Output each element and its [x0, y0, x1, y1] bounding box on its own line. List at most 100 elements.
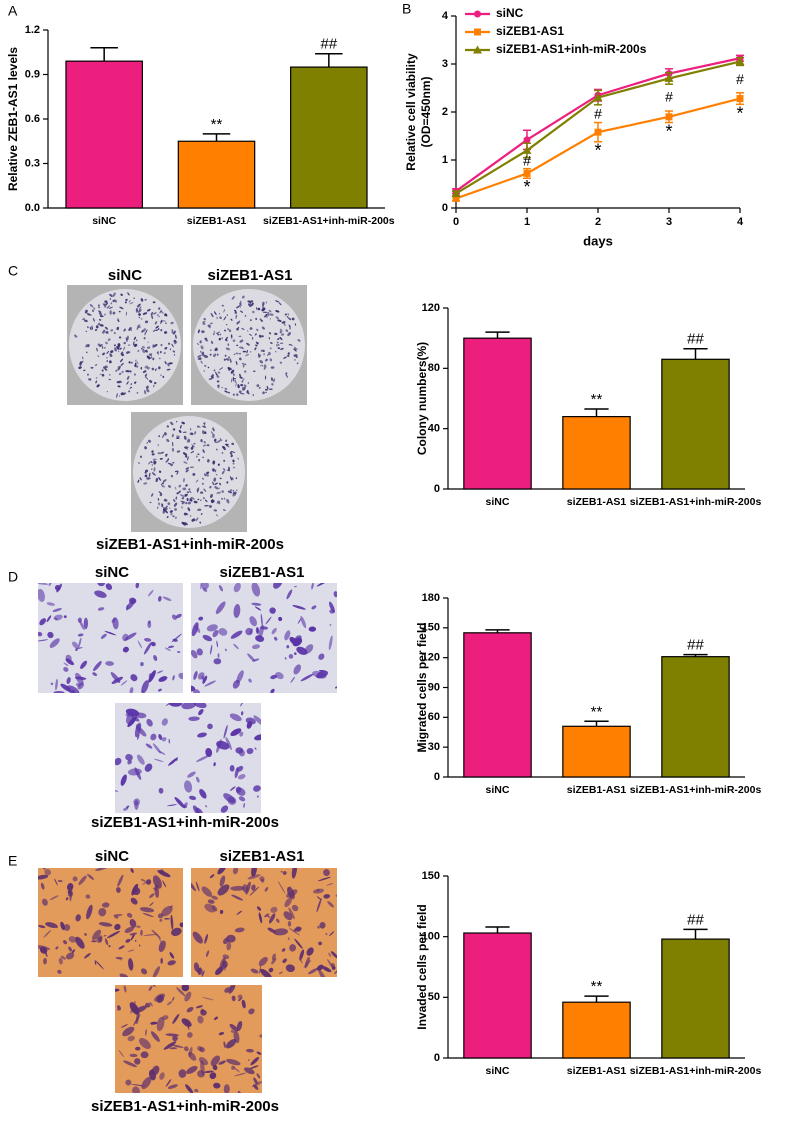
- cell: [202, 675, 208, 684]
- cell: [173, 330, 176, 335]
- bar: [463, 337, 532, 490]
- cell: [189, 466, 195, 468]
- cell: [249, 886, 260, 896]
- y-tick-label: 0: [434, 483, 440, 495]
- cell: [263, 353, 265, 356]
- cell: [128, 958, 134, 971]
- cell: [286, 889, 298, 898]
- cell: [174, 796, 186, 809]
- cell: [217, 653, 220, 658]
- cell: [188, 716, 200, 721]
- cell: [197, 1070, 205, 1078]
- cell: [242, 362, 245, 368]
- cell: [239, 303, 242, 306]
- cell: [213, 762, 216, 767]
- cell: [254, 347, 257, 351]
- cell: [123, 985, 127, 993]
- cell: [165, 510, 168, 514]
- cell: [256, 795, 259, 798]
- cell: [141, 347, 143, 350]
- cell: [189, 427, 192, 431]
- cell: [253, 1077, 258, 1085]
- cell: [142, 349, 146, 354]
- significance-label: ##: [687, 331, 704, 348]
- cell: [120, 1024, 128, 1028]
- cell: [271, 627, 277, 635]
- cell: [252, 658, 260, 662]
- cell: [184, 493, 188, 497]
- cell: [155, 477, 159, 483]
- cell: [91, 940, 97, 943]
- y-tick-label: 120: [422, 652, 440, 664]
- cell: [189, 515, 192, 517]
- cell: [232, 459, 235, 463]
- cell: [233, 1030, 240, 1044]
- significance-label: **: [211, 116, 223, 133]
- cell: [161, 737, 167, 742]
- cell: [172, 515, 175, 518]
- significance-label: #: [594, 106, 602, 122]
- cell: [183, 461, 188, 464]
- cell: [169, 510, 173, 513]
- significance-label: #: [523, 153, 531, 169]
- cell: [208, 505, 212, 508]
- cell: [144, 471, 147, 474]
- cell: [288, 654, 294, 659]
- cell: [200, 350, 202, 353]
- cell: [312, 888, 324, 894]
- cell: [158, 366, 161, 370]
- cell: [323, 894, 331, 899]
- cell: [165, 499, 168, 502]
- cell: [130, 329, 132, 331]
- cell: [157, 506, 159, 510]
- cell: [83, 617, 89, 630]
- cell: [182, 431, 187, 433]
- cell: [140, 318, 143, 320]
- cell: [230, 451, 233, 455]
- cell: [162, 433, 165, 438]
- cell: [157, 497, 160, 501]
- cell: [113, 344, 116, 347]
- cell: [134, 767, 142, 780]
- cell: [261, 365, 264, 367]
- cell: [47, 631, 54, 639]
- cell: [117, 319, 120, 322]
- cell: [153, 460, 157, 465]
- y-tick-label: 0: [434, 771, 440, 783]
- cell: [133, 343, 138, 347]
- cell: [214, 1016, 219, 1021]
- cell: [120, 362, 124, 366]
- cell: [135, 583, 140, 589]
- cell: [95, 377, 98, 379]
- cell: [165, 455, 168, 457]
- cell: [172, 350, 176, 353]
- cell: [198, 708, 204, 716]
- cell: [181, 506, 183, 509]
- cell: [217, 371, 221, 374]
- cell: [117, 1008, 119, 1011]
- cell: [329, 601, 335, 613]
- cell: [280, 870, 284, 873]
- cell: [193, 703, 207, 709]
- cell: [209, 485, 212, 489]
- cell: [206, 444, 210, 447]
- cell: [195, 625, 201, 634]
- x-tick-label: siZEB1-AS1: [567, 496, 627, 508]
- cell: [212, 460, 216, 465]
- cell: [165, 314, 168, 317]
- y-tick-label: 2: [442, 106, 448, 118]
- cell: [277, 347, 281, 350]
- cell: [120, 351, 124, 355]
- cell: [170, 463, 174, 467]
- cell: [238, 304, 241, 308]
- cell: [201, 970, 205, 977]
- cell: [216, 739, 222, 753]
- cell: [158, 435, 161, 438]
- cell: [126, 351, 130, 354]
- cell: [187, 771, 196, 778]
- cell: [262, 391, 265, 395]
- cell: [150, 461, 153, 464]
- cell: [226, 934, 236, 943]
- cell: [129, 687, 134, 693]
- cell: [226, 498, 230, 504]
